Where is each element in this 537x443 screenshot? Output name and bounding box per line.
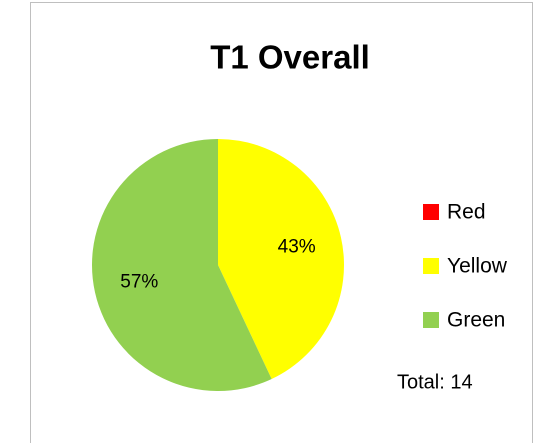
legend-swatch <box>423 312 439 328</box>
annotation: Total: 14 <box>397 371 473 393</box>
data-label: 57% <box>120 272 158 293</box>
pie-slice <box>218 139 345 380</box>
legend-label: Green <box>447 309 505 332</box>
legend-swatch <box>423 204 439 220</box>
legend-swatch <box>423 258 439 274</box>
chart-title: T1 Overall <box>210 39 370 76</box>
legend-label: Yellow <box>447 255 508 278</box>
pie-slice <box>92 139 272 391</box>
data-label: 43% <box>278 236 316 257</box>
legend-label: Red <box>447 201 486 224</box>
